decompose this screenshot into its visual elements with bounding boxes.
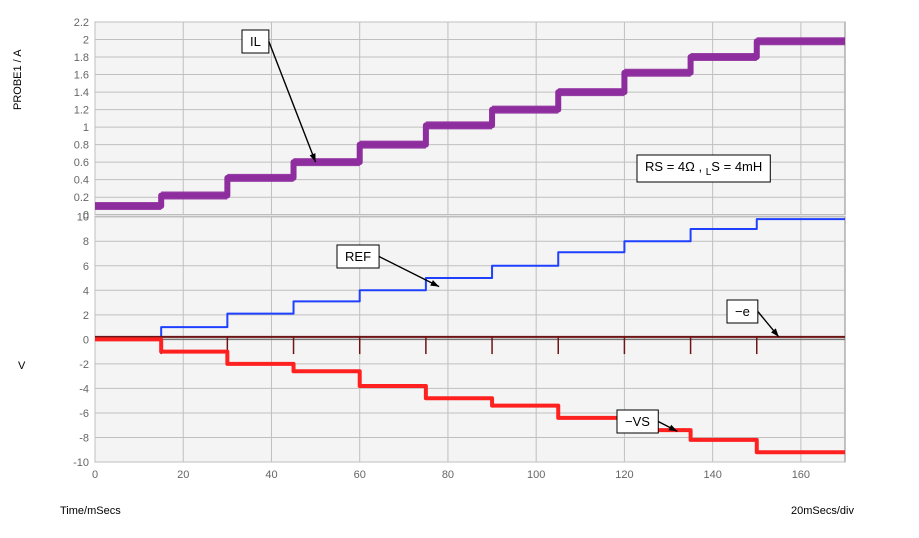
x-axis-label-right: 20mSecs/div <box>791 505 854 517</box>
svg-text:10: 10 <box>77 212 89 224</box>
svg-text:120: 120 <box>615 469 633 481</box>
oscilloscope-figure: { "figure": { "width": 800, "height": 47… <box>0 0 919 538</box>
svg-text:60: 60 <box>354 469 366 481</box>
svg-text:100: 100 <box>527 469 545 481</box>
svg-text:8: 8 <box>83 236 89 248</box>
svg-text:0.2: 0.2 <box>74 192 89 204</box>
svg-text:0.4: 0.4 <box>74 175 89 187</box>
svg-text:40: 40 <box>265 469 277 481</box>
svg-text:80: 80 <box>442 469 454 481</box>
svg-text:-4: -4 <box>79 383 89 395</box>
svg-text:-2: -2 <box>79 359 89 371</box>
svg-text:0: 0 <box>83 334 89 346</box>
svg-text:20: 20 <box>177 469 189 481</box>
svg-text:−VS: −VS <box>625 414 650 429</box>
chart-svg: 0 20 40 60 80 100 120 140 160 0 0.2 0.4 0.6 0.8 1 1.2 1.… <box>55 18 855 488</box>
svg-text:160: 160 <box>792 469 810 481</box>
svg-text:1.4: 1.4 <box>74 87 89 99</box>
svg-text:-10: -10 <box>73 457 89 469</box>
svg-text:−e: −e <box>735 304 750 319</box>
callout: RS = 4Ω , LS = 4mH <box>637 155 770 182</box>
svg-text:IL: IL <box>250 34 261 49</box>
svg-text:0.8: 0.8 <box>74 140 89 152</box>
y-axis-title-bottom: V <box>18 360 25 372</box>
svg-text:1.6: 1.6 <box>74 70 89 82</box>
svg-text:2.2: 2.2 <box>74 18 89 29</box>
svg-text:4: 4 <box>83 285 89 297</box>
svg-text:0.6: 0.6 <box>74 157 89 169</box>
svg-text:-8: -8 <box>79 432 89 444</box>
svg-text:1.8: 1.8 <box>74 52 89 64</box>
svg-text:REF: REF <box>345 249 371 264</box>
x-axis-label-left: Time/mSecs <box>60 505 121 517</box>
svg-text:2: 2 <box>83 35 89 47</box>
svg-text:6: 6 <box>83 261 89 273</box>
svg-text:2: 2 <box>83 310 89 322</box>
scope-plot: 0 20 40 60 80 100 120 140 160 0 0.2 0.4 0.6 0.8 1 1.2 1.… <box>55 18 855 488</box>
svg-text:1: 1 <box>83 122 89 134</box>
svg-text:1.2: 1.2 <box>74 105 89 117</box>
svg-text:0: 0 <box>92 469 98 481</box>
svg-text:140: 140 <box>703 469 721 481</box>
y-axis-title-top: PROBE1 / A <box>12 49 24 110</box>
svg-text:-6: -6 <box>79 408 89 420</box>
